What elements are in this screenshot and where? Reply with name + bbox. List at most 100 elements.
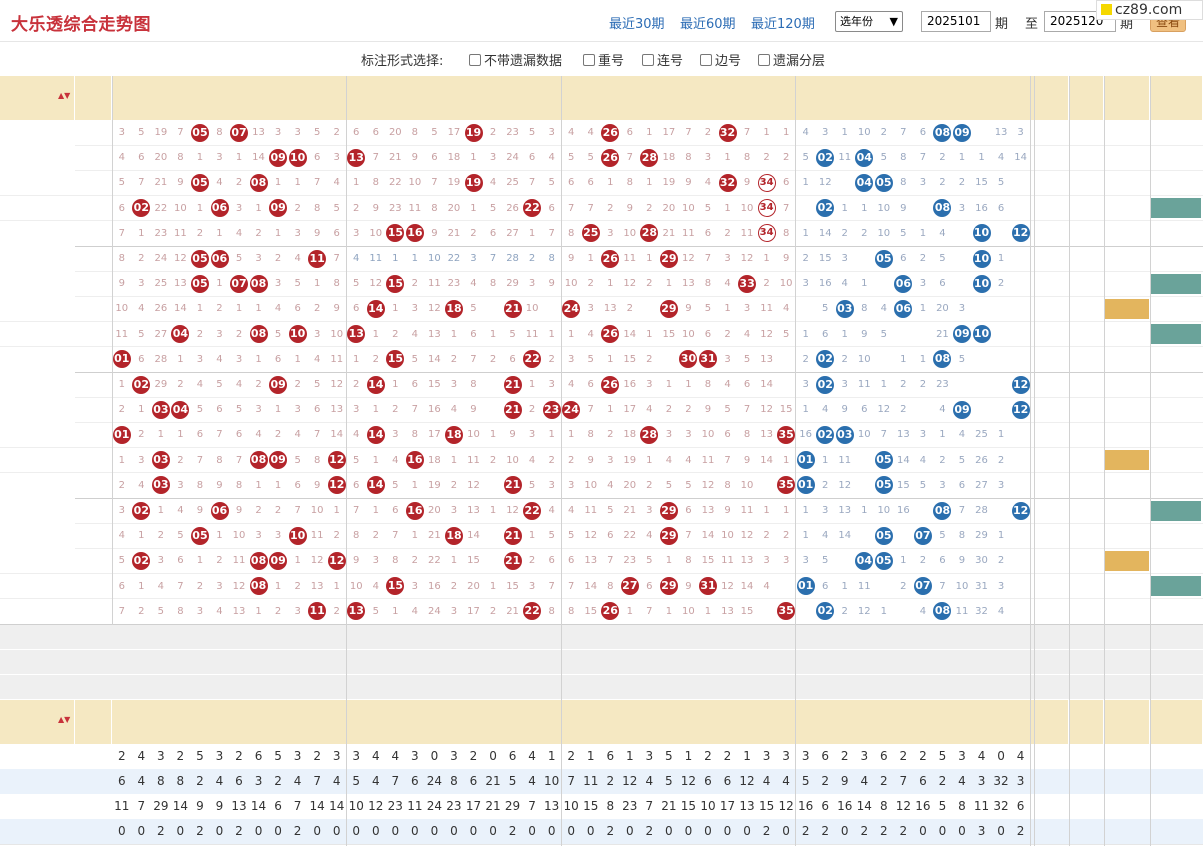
front-ball[interactable]: 32 <box>718 174 737 192</box>
preselect-number[interactable] <box>522 650 542 674</box>
from-period-input[interactable]: 2025101 <box>921 11 991 32</box>
link-recent-60[interactable]: 最近60期 <box>680 17 736 32</box>
front-ball[interactable]: 28 <box>640 224 659 243</box>
preselect-number[interactable] <box>933 650 953 674</box>
front-ball[interactable]: 09 <box>269 552 288 570</box>
preselect-number[interactable] <box>210 650 230 674</box>
repeat-number-circle[interactable]: 34 <box>757 224 776 243</box>
preselect-number[interactable] <box>601 625 621 649</box>
back-ball[interactable]: 12 <box>1011 400 1030 419</box>
preselect-number[interactable] <box>405 625 425 649</box>
preselect-number[interactable] <box>855 675 875 699</box>
preselect-number[interactable] <box>425 675 445 699</box>
preselect-number[interactable] <box>620 675 640 699</box>
front-ball[interactable]: 08 <box>249 274 268 293</box>
preselect-number[interactable] <box>933 675 953 699</box>
link-recent-120[interactable]: 最近120期 <box>751 17 815 32</box>
preselect-number[interactable] <box>464 675 484 699</box>
back-ball[interactable]: 09 <box>953 123 972 142</box>
preselect-number[interactable] <box>346 625 366 649</box>
front-ball[interactable]: 04 <box>171 400 190 419</box>
preselect-number[interactable] <box>229 625 249 649</box>
preselect-number[interactable] <box>581 650 601 674</box>
front-ball[interactable]: 08 <box>249 451 268 470</box>
preselect-number[interactable] <box>933 625 953 649</box>
preselect-number[interactable] <box>366 675 386 699</box>
preselect-number[interactable] <box>1011 675 1031 699</box>
preselect-number[interactable] <box>171 650 191 674</box>
back-ball[interactable]: 01 <box>796 451 815 470</box>
front-ball[interactable]: 06 <box>210 249 229 268</box>
front-ball[interactable]: 21 <box>503 400 522 419</box>
preselect-number[interactable] <box>620 650 640 674</box>
back-ball[interactable]: 08 <box>933 199 952 218</box>
front-ball[interactable]: 12 <box>327 451 346 470</box>
link-recent-30[interactable]: 最近30期 <box>609 17 665 32</box>
front-ball[interactable]: 26 <box>601 123 620 142</box>
preselect-number[interactable] <box>776 625 796 649</box>
front-ball[interactable]: 21 <box>503 552 522 570</box>
preselect-number[interactable] <box>1011 650 1031 674</box>
back-ball[interactable]: 10 <box>972 249 991 268</box>
back-ball[interactable]: 04 <box>855 174 874 192</box>
preselect-number[interactable] <box>776 675 796 699</box>
front-ball[interactable]: 09 <box>269 451 288 470</box>
preselect-number[interactable] <box>210 675 230 699</box>
front-ball[interactable]: 15 <box>386 224 405 243</box>
preselect-number[interactable] <box>796 650 816 674</box>
preselect-number[interactable] <box>112 625 132 649</box>
bottom-period-header[interactable] <box>0 700 75 744</box>
preselect-number[interactable] <box>757 650 777 674</box>
preselect-number[interactable] <box>444 625 464 649</box>
sort-arrows-icon[interactable]: ▲▼ <box>58 91 71 100</box>
back-ball[interactable]: 10 <box>972 274 991 293</box>
front-ball[interactable]: 22 <box>523 602 542 621</box>
front-ball[interactable]: 09 <box>269 148 288 167</box>
checkbox-icon[interactable] <box>583 54 595 66</box>
repeat-number-circle[interactable]: 34 <box>757 199 776 218</box>
preselect-number[interactable] <box>659 675 679 699</box>
preselect-number[interactable] <box>249 675 269 699</box>
preselect-number[interactable] <box>698 650 718 674</box>
front-ball[interactable]: 02 <box>132 501 151 520</box>
front-ball[interactable]: 01 <box>112 350 131 369</box>
preselect-number[interactable] <box>249 625 269 649</box>
front-ball[interactable]: 29 <box>659 249 678 268</box>
preselect-number[interactable] <box>444 675 464 699</box>
preselect-number[interactable] <box>796 625 816 649</box>
preselect-number[interactable] <box>190 625 210 649</box>
preselect-number[interactable] <box>601 675 621 699</box>
preselect-number[interactable] <box>288 650 308 674</box>
front-ball[interactable]: 13 <box>347 148 366 167</box>
preselect-number[interactable] <box>464 650 484 674</box>
preselect-number[interactable] <box>327 650 347 674</box>
front-ball[interactable]: 10 <box>288 148 307 167</box>
front-ball[interactable]: 31 <box>699 577 717 596</box>
year-select[interactable]: 选年份 ▼ <box>835 11 903 32</box>
front-ball[interactable]: 14 <box>366 426 385 444</box>
front-ball[interactable]: 22 <box>523 501 542 520</box>
preselect-number[interactable] <box>307 650 327 674</box>
front-ball[interactable]: 26 <box>601 249 620 268</box>
preselect-number[interactable] <box>874 675 894 699</box>
front-ball[interactable]: 05 <box>190 274 209 293</box>
preselect-number[interactable] <box>307 675 327 699</box>
front-ball[interactable]: 14 <box>366 300 385 318</box>
front-ball[interactable]: 02 <box>132 199 151 218</box>
preselect-number[interactable] <box>542 625 562 649</box>
front-ball[interactable]: 28 <box>640 426 659 444</box>
preselect-number[interactable] <box>366 625 386 649</box>
preselect-number[interactable] <box>659 625 679 649</box>
front-ball[interactable]: 16 <box>405 224 424 243</box>
front-ball[interactable]: 25 <box>581 224 600 243</box>
preselect-number[interactable] <box>718 650 738 674</box>
front-ball[interactable]: 14 <box>366 476 385 495</box>
front-ball[interactable]: 01 <box>112 426 131 444</box>
back-ball[interactable]: 06 <box>894 274 913 293</box>
front-ball[interactable]: 09 <box>269 199 288 218</box>
preselect-number[interactable] <box>601 650 621 674</box>
back-ball[interactable]: 02 <box>816 602 835 621</box>
front-ball[interactable]: 05 <box>190 249 209 268</box>
preselect-number[interactable] <box>346 650 366 674</box>
back-ball[interactable]: 06 <box>894 300 913 318</box>
